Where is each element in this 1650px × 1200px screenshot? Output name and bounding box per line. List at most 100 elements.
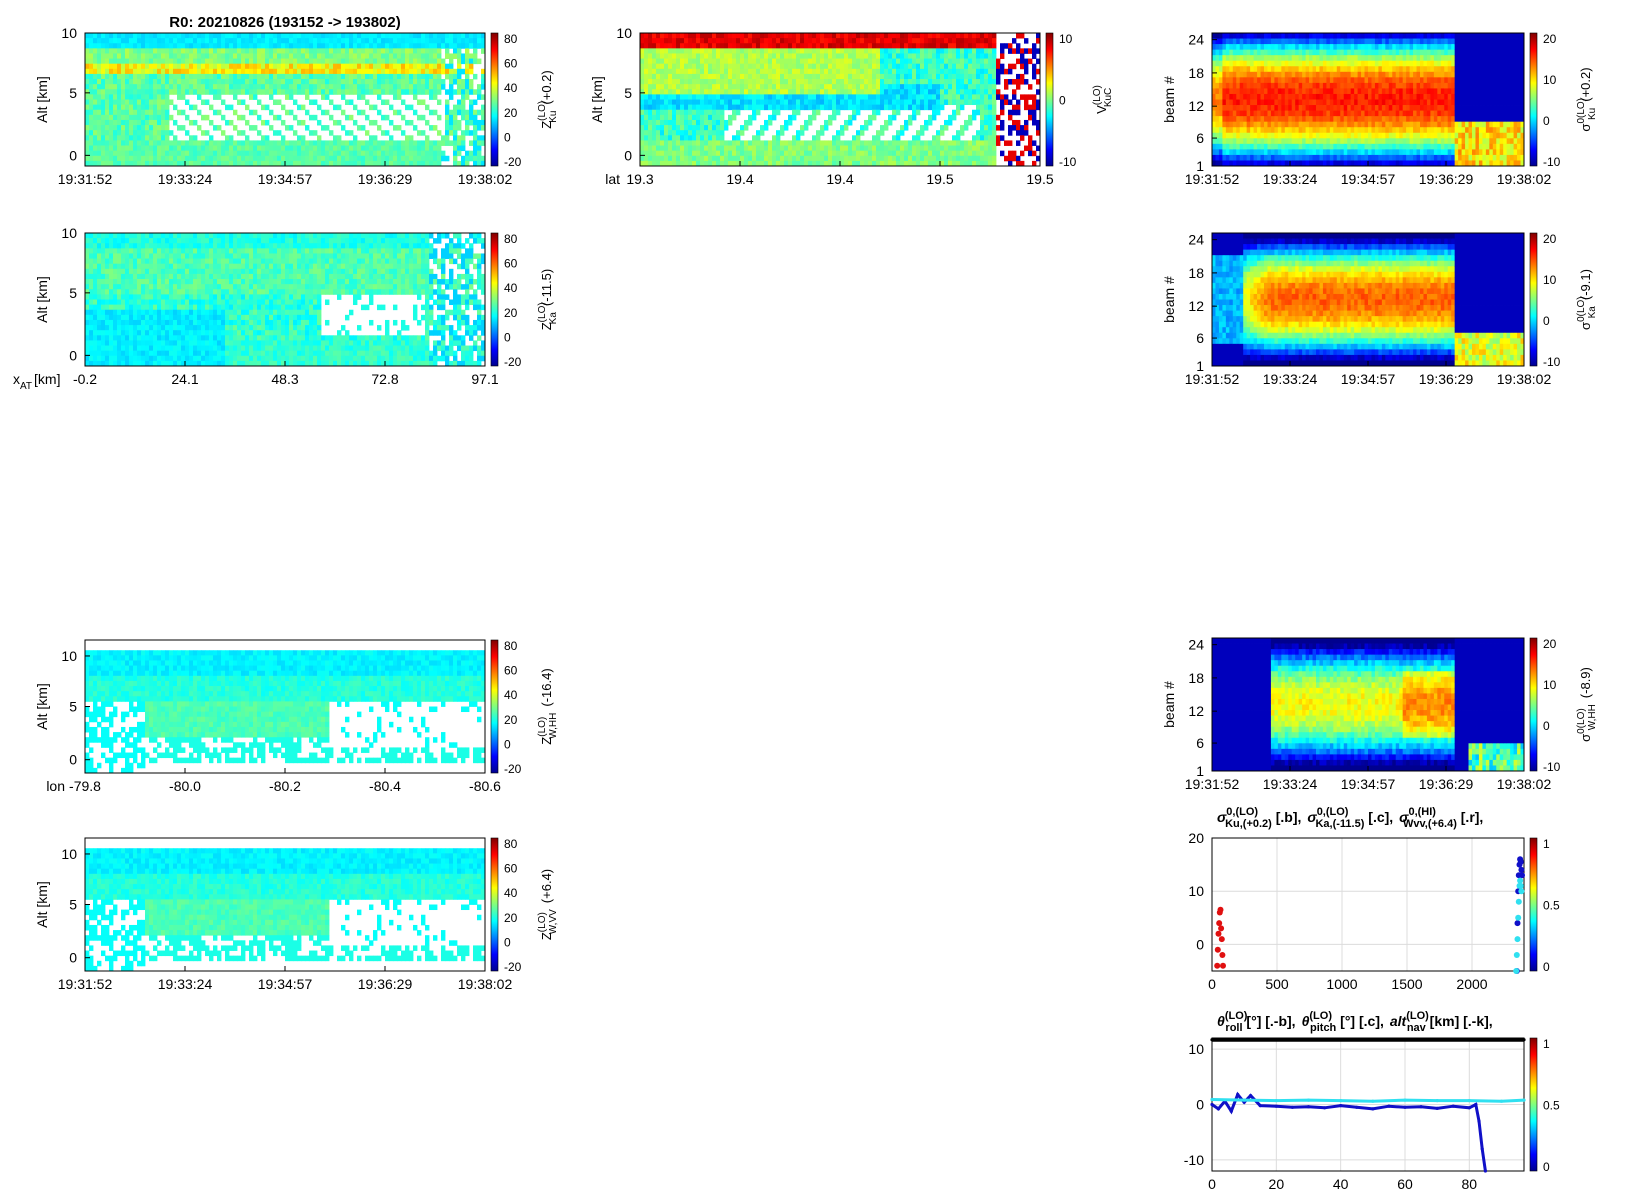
colorbar-tick: 0 <box>1543 719 1550 733</box>
x-tick-label: 19:31:52 <box>58 976 113 992</box>
data-point <box>1306 1098 1311 1102</box>
y-axis-label: beam # <box>1161 681 1177 728</box>
colorbar-tick: 40 <box>504 81 518 95</box>
colorbar-gradient <box>490 232 499 367</box>
colorbar-label: Z(LO)Ka(-11.5) <box>537 269 559 331</box>
y-tick-label: 20 <box>1188 830 1204 846</box>
colorbar-tick: 0 <box>1059 94 1066 108</box>
data-point <box>1467 1106 1471 1110</box>
y-tick-label: 10 <box>61 648 77 664</box>
colorbar-tick: 80 <box>504 232 518 246</box>
series-2 <box>1513 877 1525 974</box>
colorbar-tick: 60 <box>504 257 518 271</box>
data-point <box>1519 872 1525 879</box>
colorbar-tick: 40 <box>504 886 518 900</box>
x-tick-label: 0 <box>1208 1176 1216 1192</box>
data-point <box>1210 1102 1214 1107</box>
y-tick-label: 5 <box>624 85 632 101</box>
x-tick-label: 19.4 <box>726 171 753 187</box>
y-tick-label: 10 <box>61 846 77 862</box>
y-tick-label: 5 <box>69 285 77 301</box>
heatmap-image <box>1212 233 1525 367</box>
data-point <box>1210 1038 1214 1042</box>
y-tick-label: 0 <box>69 347 77 363</box>
y-tick-label: 24 <box>1188 32 1204 48</box>
colorbar-label: V(LO)KuC <box>1092 85 1114 114</box>
data-point <box>1451 1104 1455 1108</box>
data-point <box>1403 1038 1407 1042</box>
y-tick-label: 0 <box>69 147 77 163</box>
colorbar-gradient <box>490 32 499 167</box>
data-point <box>1217 906 1224 913</box>
y-tick-label: 18 <box>1188 670 1204 686</box>
panel-s_ku: 24 18 12 6 119:31:52 19:33:24 19:34:57 19:36:29… <box>1161 32 1598 187</box>
heatmap-image <box>85 33 486 167</box>
figure-title: R0: 20210826 (193152 -> 193802) <box>169 14 400 31</box>
panel-title: θ(LO) roll [°] [.-b], θ(LO) pitch [°] [.c],… <box>1217 1010 1493 1034</box>
x-tick-label: 19:38:02 <box>458 976 513 992</box>
x-tick-label: 19.5 <box>1026 171 1053 187</box>
heatmap-image <box>85 848 486 972</box>
y-tick-label: 5 <box>69 699 77 715</box>
colorbar-tick: 1 <box>1543 837 1550 851</box>
y-tick-label: 0 <box>69 950 77 966</box>
colorbar-tick: 40 <box>504 281 518 295</box>
x-tick-label: 19:38:02 <box>458 171 513 187</box>
colorbar-label: Z(LO)W,HH(-16.4) <box>537 668 559 744</box>
data-point <box>1339 1099 1343 1103</box>
colorbar-tick: -10 <box>1543 155 1561 169</box>
y-axis-label: Alt [km] <box>34 276 50 323</box>
colorbar-tick: 1 <box>1543 1037 1550 1051</box>
colorbar-label: σ0(LO)Ka(-9.1) <box>1576 269 1598 330</box>
colorbar-tick: 20 <box>504 911 518 925</box>
x-axis-prefix: lat <box>605 171 620 187</box>
data-point <box>1403 1098 1407 1102</box>
data-point <box>1216 920 1223 927</box>
data-point <box>1499 1099 1504 1103</box>
x-tick-label: 19:31:52 <box>1185 171 1240 187</box>
x-tick-label: 19:33:24 <box>158 976 213 992</box>
x-tick-label: 20 <box>1269 1176 1285 1192</box>
colorbar: 10.50 <box>1529 1037 1560 1174</box>
x-tick-label: -80.2 <box>269 778 301 794</box>
colorbar-tick: 0 <box>1543 314 1550 328</box>
data-point <box>1467 1099 1471 1103</box>
x-tick-label: 48.3 <box>271 371 298 387</box>
series-1 <box>1210 1091 1487 1173</box>
data-point <box>1467 1038 1471 1042</box>
x-tick-label: 19:38:02 <box>1497 171 1552 187</box>
x-tick-label: -79.8 <box>69 778 101 794</box>
x-tick-label: 72.8 <box>371 371 398 387</box>
colorbar-gradient <box>490 639 499 774</box>
data-point <box>1274 1099 1278 1103</box>
x-tick-label: 19:31:52 <box>1185 776 1240 792</box>
x-tick-label: -80.6 <box>469 778 501 794</box>
data-point <box>1214 962 1221 969</box>
x-tick-label: 60 <box>1397 1176 1413 1192</box>
data-point <box>1518 888 1525 895</box>
data-point <box>1513 968 1520 974</box>
y-tick-label: 6 <box>1196 735 1204 751</box>
colorbar: 80 60 40 20 0 -20 Z(LO)W,VV(+6.4) <box>490 837 559 974</box>
data-point <box>1515 914 1522 921</box>
data-point <box>1435 1106 1439 1110</box>
data-point <box>1218 925 1225 932</box>
y-tick-label: 1 <box>1196 763 1204 779</box>
y-tick-label: 0 <box>69 752 77 768</box>
panel-title: σ0,(LO) Ku,(+0.2) [.b], σ0,(LO) Ka,(-11.5) … <box>1217 806 1483 830</box>
data-point <box>1513 952 1520 958</box>
colorbar: 80 60 40 20 0 -20 Z(LO)W,HH(-16.4) <box>490 639 559 776</box>
colorbar-tick: 0 <box>504 330 511 344</box>
y-tick-label: 10 <box>616 25 632 41</box>
x-tick-label: 19:33:24 <box>1263 776 1318 792</box>
x-tick-label: 19:34:57 <box>1341 171 1396 187</box>
y-tick-label: 12 <box>1188 98 1204 114</box>
panel-v_kuc: 10 5 0 19.3 19.4 19.4 19.5 19.5 Alt [km] lat 10 0 -1… <box>589 25 1114 187</box>
colorbar-tick: 20 <box>504 306 518 320</box>
colorbar-tick: 10 <box>1543 678 1557 692</box>
heatmap-image <box>1212 33 1525 167</box>
data-point <box>1274 1104 1278 1108</box>
x-tick-label: -80.0 <box>169 778 201 794</box>
